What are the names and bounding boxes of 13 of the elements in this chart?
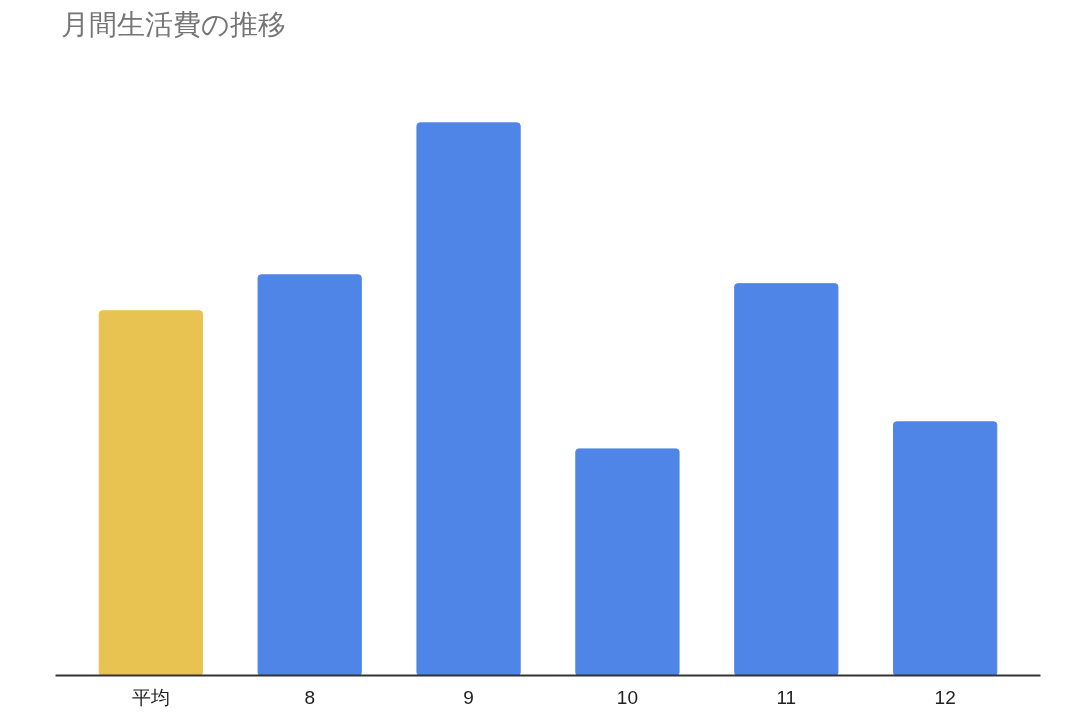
x-tick-label: 12 <box>934 686 956 708</box>
x-tick-label: 平均 <box>131 686 170 708</box>
bar <box>98 310 203 676</box>
bar <box>416 122 521 676</box>
x-tick-label: 8 <box>304 686 315 708</box>
bar <box>257 274 362 676</box>
x-tick-label: 10 <box>616 686 639 708</box>
bar <box>734 283 839 676</box>
bar <box>893 421 998 676</box>
x-tick-label: 11 <box>776 686 797 708</box>
x-tick-label: 9 <box>463 686 474 708</box>
chart-title: 月間生活費の推移 <box>60 7 286 41</box>
bar <box>575 448 680 676</box>
